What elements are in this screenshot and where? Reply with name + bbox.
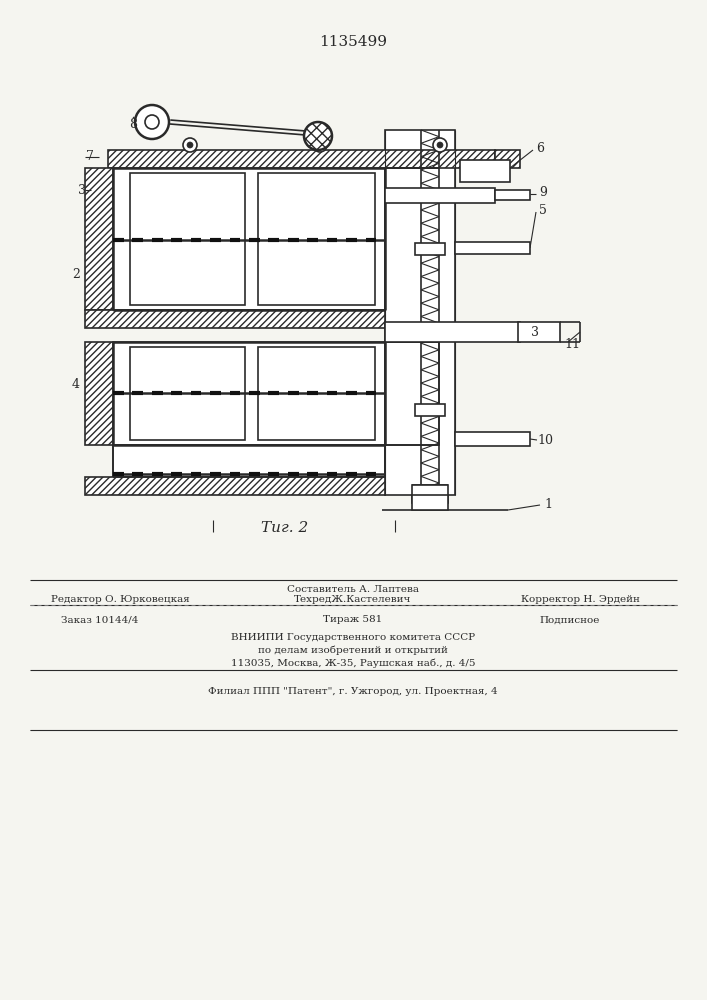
Bar	[85, 342, 113, 445]
Bar	[385, 130, 455, 495]
Bar	[385, 322, 520, 342]
Bar	[113, 168, 385, 310]
Text: ТехредЖ.Кастелевич: ТехредЖ.Кастелевич	[294, 595, 411, 604]
Bar	[495, 150, 520, 168]
Text: 8: 8	[129, 117, 137, 130]
Bar	[460, 160, 510, 182]
Text: 113035, Москва, Ж-35, Раушская наб., д. 4/5: 113035, Москва, Ж-35, Раушская наб., д. …	[230, 658, 475, 668]
Circle shape	[183, 138, 197, 152]
Bar	[130, 173, 245, 305]
Circle shape	[313, 138, 327, 152]
Bar	[495, 190, 530, 200]
Text: 9: 9	[539, 186, 547, 198]
Circle shape	[433, 138, 447, 152]
Circle shape	[145, 115, 159, 129]
Text: 10: 10	[537, 434, 553, 446]
Bar	[130, 347, 245, 440]
Text: Филиал ППП "Патент", г. Ужгород, ул. Проектная, 4: Филиал ППП "Патент", г. Ужгород, ул. Про…	[208, 688, 498, 696]
Text: 11: 11	[564, 338, 580, 352]
Text: 7: 7	[86, 150, 94, 163]
Text: Заказ 10144/4: Заказ 10144/4	[62, 615, 139, 624]
Text: 5: 5	[539, 204, 547, 217]
Bar	[258, 347, 375, 440]
Bar	[85, 477, 385, 495]
Bar	[518, 322, 560, 342]
Text: 2: 2	[72, 268, 80, 282]
Bar	[85, 310, 385, 328]
Circle shape	[437, 142, 443, 148]
Circle shape	[304, 122, 332, 150]
Text: 1: 1	[544, 498, 552, 512]
Text: Корректор Н. Эрдейн: Корректор Н. Эрдейн	[520, 595, 639, 604]
Bar	[455, 432, 530, 446]
Text: Редактор О. Юрковецкая: Редактор О. Юрковецкая	[51, 595, 189, 604]
Bar	[415, 243, 445, 255]
Bar	[412, 485, 448, 503]
Circle shape	[317, 142, 323, 148]
Text: Подписное: Подписное	[540, 615, 600, 624]
Text: Составитель А. Лаптева: Составитель А. Лаптева	[287, 585, 419, 594]
Bar	[415, 404, 445, 416]
Bar	[258, 173, 375, 305]
Bar	[385, 188, 495, 203]
Bar	[385, 342, 439, 445]
Text: 4: 4	[72, 378, 80, 391]
Text: Τиг. 2: Τиг. 2	[262, 521, 309, 535]
Bar	[113, 445, 385, 477]
Text: ВНИИПИ Государственного комитета СССР: ВНИИПИ Государственного комитета СССР	[231, 633, 475, 642]
Bar	[113, 342, 385, 445]
Text: 6: 6	[536, 141, 544, 154]
Text: Тираж 581: Тираж 581	[323, 615, 382, 624]
Text: 1135499: 1135499	[319, 35, 387, 49]
Bar	[108, 150, 495, 168]
Text: 3: 3	[78, 184, 86, 196]
Circle shape	[135, 105, 169, 139]
Circle shape	[187, 142, 193, 148]
Bar	[85, 168, 113, 310]
Text: 3: 3	[531, 326, 539, 338]
Bar	[455, 242, 530, 254]
Bar	[412, 495, 448, 510]
Text: по делам изобретений и открытий: по делам изобретений и открытий	[258, 645, 448, 655]
